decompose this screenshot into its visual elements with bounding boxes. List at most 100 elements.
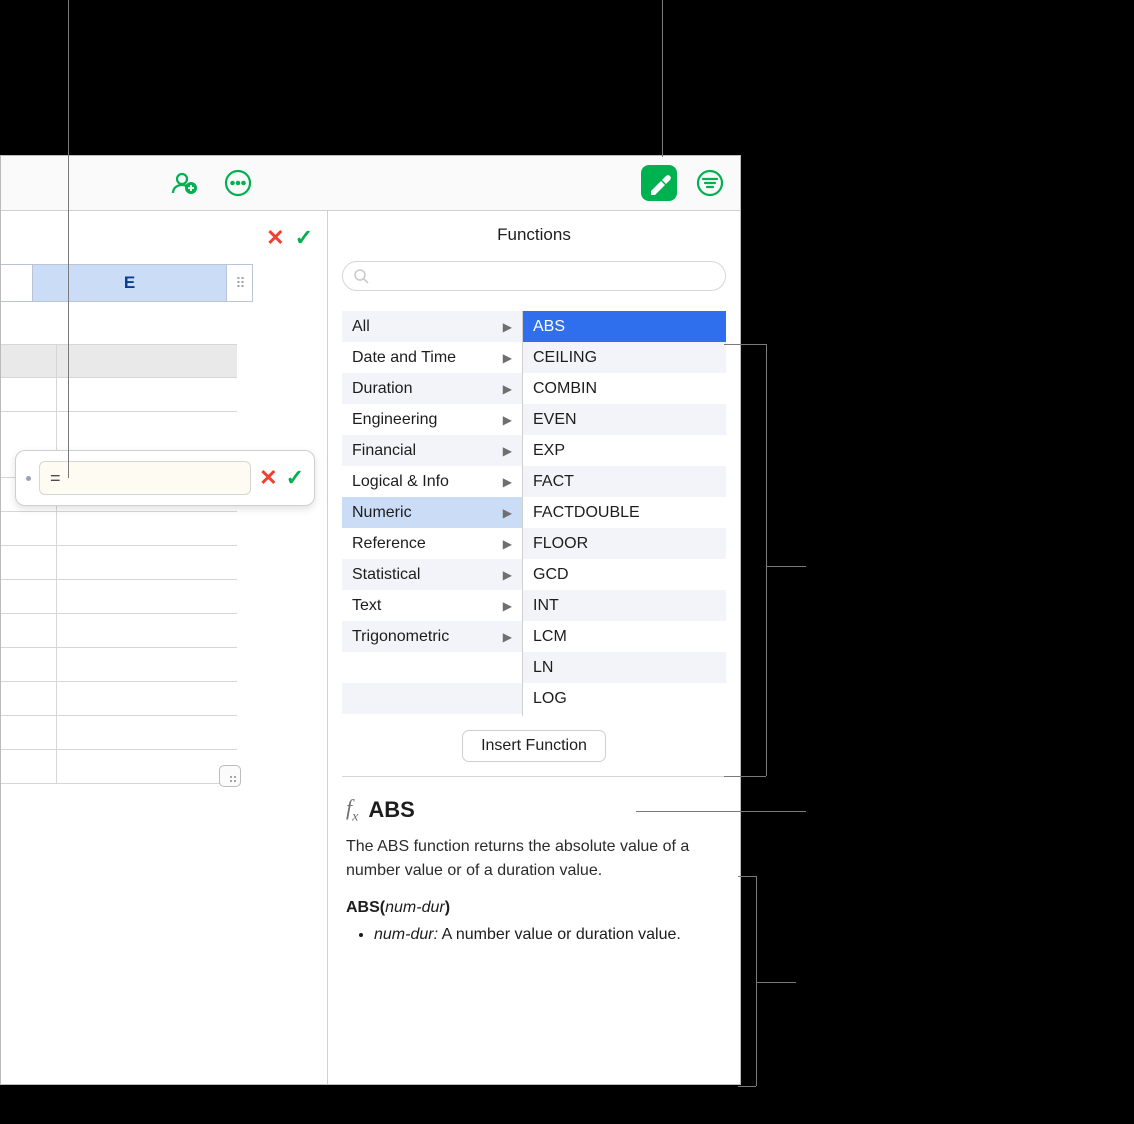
table-row[interactable]	[1, 512, 237, 546]
chevron-right-icon: ▶	[503, 475, 512, 489]
chevron-right-icon: ▶	[503, 537, 512, 551]
cancel-formula-icon[interactable]: ✕	[259, 465, 277, 491]
formula-controls-top: ✕ ✓	[266, 225, 313, 251]
chevron-right-icon: ▶	[503, 382, 512, 396]
function-item[interactable]: COMBIN	[523, 373, 726, 404]
function-item[interactable]: FLOOR	[523, 528, 726, 559]
category-label: Reference	[352, 535, 426, 553]
table-row[interactable]	[1, 682, 237, 716]
function-lists: All▶Date and Time▶Duration▶Engineering▶F…	[342, 311, 726, 716]
table-row[interactable]	[1, 580, 237, 614]
param-name: num-dur:	[374, 926, 438, 943]
function-label: FACTDOUBLE	[533, 504, 640, 522]
category-item[interactable]: Engineering▶	[342, 404, 522, 435]
table-row[interactable]	[1, 750, 237, 784]
callout-line	[766, 566, 806, 567]
function-label: EXP	[533, 442, 565, 460]
grid-rows	[1, 344, 237, 784]
app-window: ✕ ✓ E ⠿	[0, 155, 741, 1085]
chevron-right-icon: ▶	[503, 630, 512, 644]
function-label: FACT	[533, 473, 574, 491]
function-item[interactable]: LN	[523, 652, 726, 683]
callout-line	[636, 811, 806, 812]
callout-line	[738, 1086, 756, 1087]
function-item[interactable]: EVEN	[523, 404, 726, 435]
table-row[interactable]	[1, 614, 237, 648]
function-item[interactable]: ABS	[523, 311, 726, 342]
detail-function-name: ABS	[368, 797, 414, 823]
function-item[interactable]: CEILING	[523, 342, 726, 373]
detail-param: num-dur: A number value or duration valu…	[374, 923, 722, 947]
chevron-right-icon: ▶	[503, 444, 512, 458]
category-item[interactable]: Reference ▶	[342, 528, 522, 559]
table-row[interactable]	[1, 716, 237, 750]
category-item[interactable]: Text▶	[342, 590, 522, 621]
drag-dot-icon[interactable]	[26, 476, 31, 481]
function-detail: fx ABS The ABS function returns the abso…	[328, 777, 740, 947]
function-label: ABS	[533, 318, 565, 336]
category-item[interactable]: Date and Time▶	[342, 342, 522, 373]
format-button[interactable]	[641, 165, 677, 201]
category-list: All▶Date and Time▶Duration▶Engineering▶F…	[342, 311, 522, 716]
table-row[interactable]	[1, 546, 237, 580]
function-label: INT	[533, 597, 559, 615]
column-drag-handle[interactable]: ⠿	[227, 265, 253, 301]
category-label: Duration	[352, 380, 412, 398]
function-item[interactable]: FACTDOUBLE	[523, 497, 726, 528]
accept-formula-icon[interactable]: ✓	[295, 225, 313, 251]
sig-fn: ABS	[346, 899, 380, 916]
search-input[interactable]	[342, 261, 726, 291]
search-icon	[353, 268, 369, 284]
callout-line	[738, 876, 756, 877]
category-item-empty	[342, 683, 522, 714]
table-row[interactable]	[1, 648, 237, 682]
main-area: ✕ ✓ E ⠿	[1, 211, 740, 1084]
formula-editor-popover: = ✕ ✓	[15, 450, 315, 506]
insert-function-button[interactable]: Insert Function	[462, 730, 606, 762]
filter-button[interactable]	[692, 165, 728, 201]
table-row[interactable]	[1, 378, 237, 412]
category-item[interactable]: All▶	[342, 311, 522, 342]
more-button[interactable]	[220, 165, 256, 201]
category-label: Numeric	[352, 504, 412, 522]
function-item[interactable]: LCM	[523, 621, 726, 652]
category-item[interactable]: Statistical▶	[342, 559, 522, 590]
category-label: Text	[352, 597, 381, 615]
callout-line	[756, 876, 757, 1086]
function-label: GCD	[533, 566, 569, 584]
chevron-right-icon: ▶	[503, 506, 512, 520]
add-person-button[interactable]	[166, 165, 202, 201]
function-label: LCM	[533, 628, 567, 646]
table-resize-handle[interactable]	[219, 765, 241, 787]
accept-formula-icon[interactable]: ✓	[286, 465, 304, 491]
formula-input[interactable]: =	[39, 461, 251, 495]
cancel-formula-icon[interactable]: ✕	[266, 225, 284, 251]
function-item[interactable]: LOG	[523, 683, 726, 714]
table-row[interactable]	[1, 344, 237, 378]
column-label: E	[124, 273, 135, 293]
category-item[interactable]: Logical & Info▶	[342, 466, 522, 497]
category-label: Date and Time	[352, 349, 456, 367]
detail-description: The ABS function returns the absolute va…	[346, 835, 722, 883]
callout-line	[724, 776, 766, 777]
function-item[interactable]: EXP	[523, 435, 726, 466]
function-label: LOG	[533, 690, 567, 708]
column-header-blank[interactable]	[1, 265, 33, 301]
chevron-right-icon: ▶	[503, 413, 512, 427]
param-desc: A number value or duration value.	[442, 926, 681, 943]
category-item[interactable]: Trigonometric▶	[342, 621, 522, 652]
function-item[interactable]: GCD	[523, 559, 726, 590]
toolbar	[1, 156, 740, 211]
callout-line	[756, 982, 796, 983]
category-item[interactable]: Duration ▶	[342, 373, 522, 404]
function-item[interactable]: FACT	[523, 466, 726, 497]
function-item[interactable]: INT	[523, 590, 726, 621]
category-item[interactable]: Numeric ▶	[342, 497, 522, 528]
category-item[interactable]: Financial▶	[342, 435, 522, 466]
function-label: FLOOR	[533, 535, 588, 553]
column-header-E[interactable]: E	[33, 265, 227, 301]
function-label: LN	[533, 659, 553, 677]
panel-title: Functions	[328, 211, 740, 255]
detail-signature: ABS(num-dur)	[346, 899, 722, 917]
chevron-right-icon: ▶	[503, 320, 512, 334]
